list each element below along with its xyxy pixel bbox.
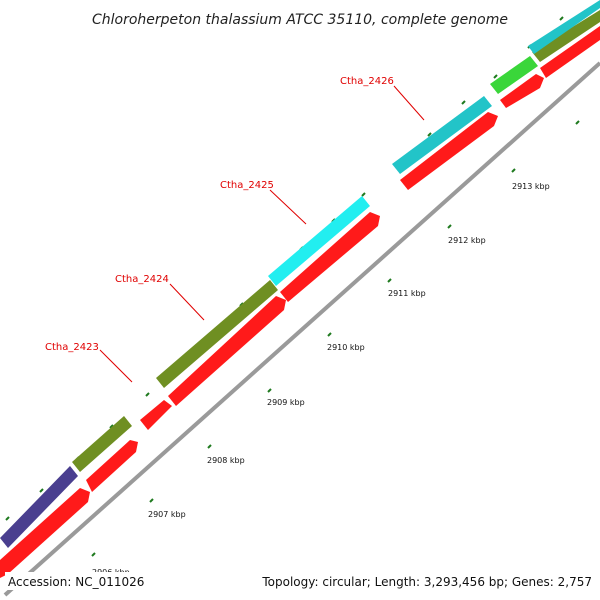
gene-navy-feature[interactable] (0, 466, 78, 548)
gene-features (0, 0, 600, 548)
gene-label-ctha-2423: Ctha_2423 (45, 342, 99, 353)
cds-arrow-7[interactable] (500, 74, 544, 108)
genome-backbone (3, 61, 600, 597)
gene-label-ctha-2426: Ctha_2426 (340, 76, 394, 87)
gene-label-ctha-2425: Ctha_2425 (220, 180, 274, 191)
cds-features (0, 26, 600, 578)
kbp-label-2913: 2913 kbp (512, 182, 550, 191)
kbp-label-2911: 2911 kbp (388, 289, 426, 298)
kbp-label-2909: 2909 kbp (267, 398, 305, 407)
cds-arrow-2[interactable] (86, 440, 138, 492)
kbp-label-2908: 2908 kbp (207, 456, 245, 465)
footer-summary: Topology: circular; Length: 3,293,456 bp… (261, 575, 592, 589)
inner-tick-row (91, 120, 580, 557)
footer-accession-bg (5, 572, 147, 590)
gene-cyan-feature-1[interactable] (268, 196, 370, 286)
cds-arrow-6[interactable] (400, 112, 498, 190)
cds-arrow-1[interactable] (0, 488, 90, 578)
gene-olive-feature-1[interactable] (72, 416, 132, 472)
gene-green-feature[interactable] (490, 56, 538, 94)
cds-arrow-5[interactable] (280, 212, 380, 302)
genome-title: Chloroherpeton thalassium ATCC 35110, co… (92, 12, 508, 28)
kbp-label-2907: 2907 kbp (148, 510, 186, 519)
cds-arrow-3[interactable] (140, 400, 172, 430)
kbp-label-2910: 2910 kbp (327, 343, 365, 352)
gene-cyan-feature-3[interactable] (528, 0, 600, 54)
gene-label-ctha-2424: Ctha_2424 (115, 274, 169, 285)
footer-accession: Accession: NC_011026 (8, 575, 144, 589)
gene-olive-feature-3[interactable] (532, 10, 600, 62)
cds-arrow-4[interactable] (168, 296, 286, 406)
cds-arrow-8[interactable] (540, 26, 600, 78)
kbp-label-2912: 2912 kbp (448, 236, 486, 245)
gene-leaders (99, 85, 425, 383)
gene-olive-feature-2[interactable] (156, 280, 278, 388)
gene-cyan-feature-2[interactable] (392, 96, 492, 174)
footer-summary-bg (256, 572, 596, 590)
